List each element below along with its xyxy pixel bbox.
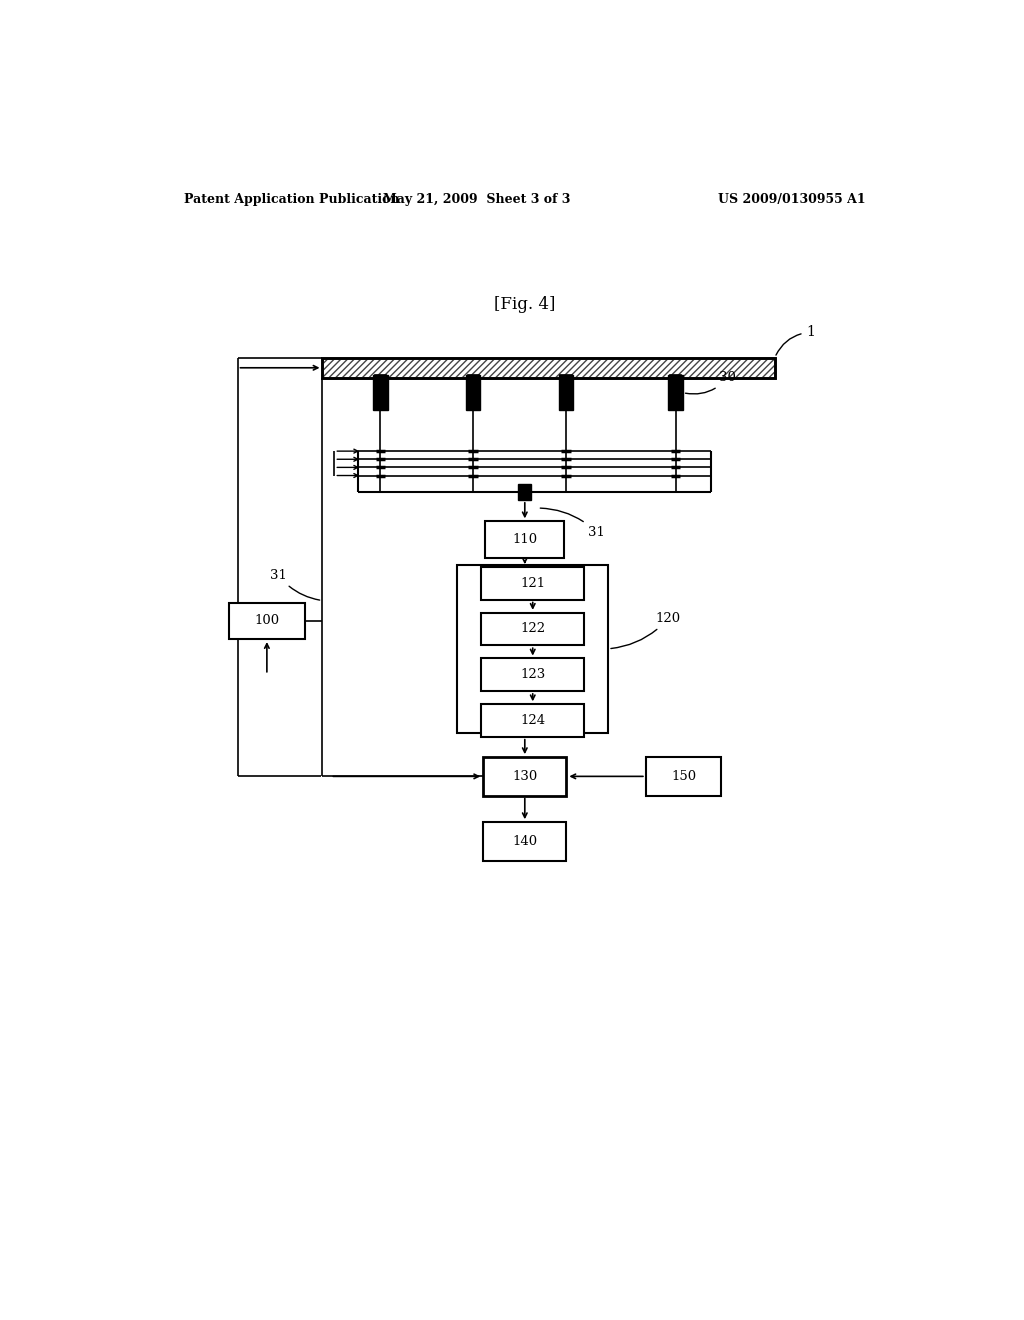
Bar — [481, 568, 585, 599]
Text: 140: 140 — [512, 836, 538, 847]
Text: 121: 121 — [520, 577, 546, 590]
Bar — [323, 358, 775, 378]
Text: 123: 123 — [520, 668, 546, 681]
Bar — [518, 483, 531, 500]
Bar — [485, 521, 564, 558]
Text: May 21, 2009  Sheet 3 of 3: May 21, 2009 Sheet 3 of 3 — [384, 193, 570, 206]
Bar — [481, 659, 585, 690]
Text: 124: 124 — [520, 714, 546, 727]
Text: 31: 31 — [270, 569, 319, 601]
Bar — [229, 602, 304, 639]
Text: 100: 100 — [254, 614, 280, 627]
Bar — [468, 375, 479, 378]
Bar — [483, 822, 566, 861]
Text: 31: 31 — [541, 508, 605, 539]
Text: 1: 1 — [776, 325, 815, 355]
Bar — [323, 358, 775, 378]
Bar — [458, 565, 608, 733]
Bar — [323, 358, 775, 378]
Text: 150: 150 — [671, 770, 696, 783]
Text: 130: 130 — [512, 770, 538, 783]
Bar — [481, 704, 585, 737]
Bar — [483, 758, 566, 796]
Text: Patent Application Publication: Patent Application Publication — [183, 193, 399, 206]
Bar — [466, 375, 480, 411]
Bar — [670, 375, 681, 378]
Text: US 2009/0130955 A1: US 2009/0130955 A1 — [719, 193, 866, 206]
Bar — [560, 375, 571, 378]
Bar — [559, 375, 573, 411]
Bar — [373, 375, 387, 411]
Bar — [481, 612, 585, 645]
Text: [Fig. 4]: [Fig. 4] — [495, 296, 555, 313]
Bar — [669, 375, 683, 411]
Text: 30: 30 — [685, 371, 736, 393]
Text: 120: 120 — [611, 612, 681, 648]
Text: 110: 110 — [512, 533, 538, 546]
Bar — [646, 758, 721, 796]
Bar — [375, 375, 386, 378]
Text: 122: 122 — [520, 623, 546, 635]
